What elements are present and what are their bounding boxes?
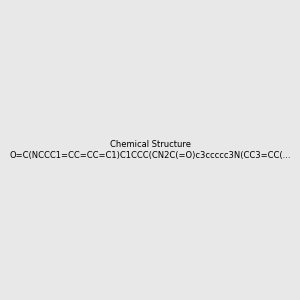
Text: Chemical Structure
O=C(NCCC1=CC=CC=C1)C1CCC(CN2C(=O)c3ccccc3N(CC3=CC(...: Chemical Structure O=C(NCCC1=CC=CC=C1)C1… [9, 140, 291, 160]
